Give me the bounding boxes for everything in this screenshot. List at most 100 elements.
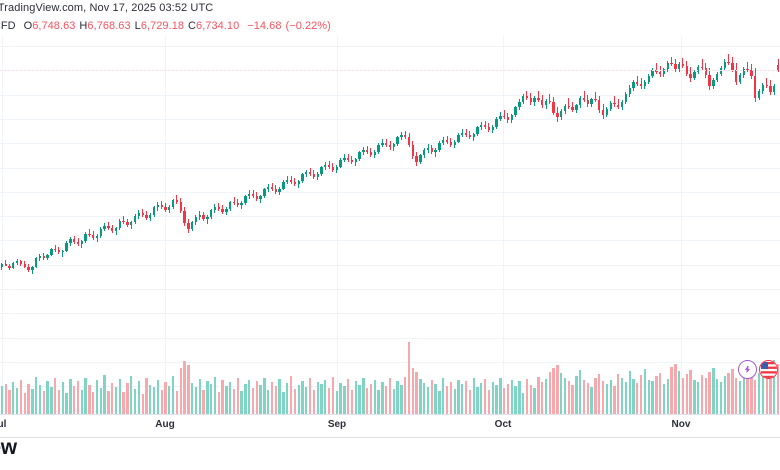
us-flag-icon[interactable]: [759, 360, 778, 379]
candle-body: [88, 233, 91, 236]
volume-bar: [746, 365, 749, 414]
volume-bar: [381, 381, 384, 414]
candle-body: [731, 62, 734, 70]
candle-body: [533, 98, 536, 103]
volume-bar: [202, 389, 205, 414]
legend-low-value: 6,729.18: [140, 20, 185, 32]
candle-body: [324, 164, 327, 167]
candle-wick: [583, 91, 585, 102]
candle-body: [419, 155, 422, 162]
volume-bar: [312, 390, 316, 414]
candle-wick: [142, 209, 144, 218]
volume-bar: [712, 367, 715, 414]
candle-body: [738, 74, 742, 82]
candle-body: [145, 215, 148, 219]
candle-body: [114, 228, 118, 232]
volume-bar: [282, 391, 285, 414]
candle-body: [225, 208, 228, 212]
candle-body: [776, 65, 780, 71]
volume-bar: [582, 380, 586, 414]
volume-bar: [240, 390, 243, 414]
volume-bar: [99, 388, 102, 414]
volume-bar: [305, 386, 308, 414]
volume-bar: [19, 379, 23, 414]
volume-bar: [560, 372, 563, 414]
candle-body: [613, 103, 616, 105]
candle-body: [461, 132, 464, 135]
volume-bar: [521, 392, 525, 414]
candle-body: [590, 99, 593, 104]
gridline-horizontal: [0, 264, 780, 266]
volume-bar: [449, 382, 453, 414]
volume-bar: [442, 378, 445, 414]
candle-body: [350, 159, 354, 163]
volume-bar: [636, 382, 639, 414]
candle-body: [426, 148, 430, 151]
candle-body: [499, 115, 502, 119]
volume-bar: [632, 378, 635, 414]
volume-bar: [42, 391, 45, 414]
volume-bar: [461, 384, 464, 414]
candle-wick: [655, 62, 657, 74]
volume-bar: [598, 374, 601, 414]
candle-wick: [777, 58, 779, 72]
candle-body: [12, 263, 15, 269]
candle-body: [286, 179, 289, 182]
volume-bar: [407, 342, 411, 414]
realtime-bolt-icon[interactable]: [738, 360, 757, 379]
candle-body: [289, 179, 293, 182]
volume-bar: [708, 371, 711, 414]
volume-bar: [757, 372, 761, 414]
volume-bar: [301, 381, 304, 414]
volume-bar: [137, 381, 141, 414]
volume-bar: [541, 382, 544, 414]
candle-body: [369, 152, 373, 155]
volume-bar: [248, 379, 251, 414]
candle-wick: [766, 77, 768, 88]
current-price-line: [0, 70, 780, 72]
tradingview-logo: gView: [0, 436, 17, 459]
candle-body: [152, 207, 156, 215]
volume-bar: [662, 383, 666, 414]
candle-body: [563, 105, 567, 112]
volume-bar: [579, 369, 582, 414]
x-axis-tick-label: ul: [0, 419, 7, 430]
candle-body: [122, 220, 125, 223]
candle-body: [8, 266, 11, 269]
candle-body: [274, 189, 278, 192]
candle-body: [259, 196, 262, 200]
candle-body: [202, 215, 205, 220]
chart-plot-area[interactable]: [0, 36, 780, 414]
volume-bar: [365, 388, 369, 414]
x-axis[interactable]: ul Aug Sep Oct Nov: [0, 414, 780, 438]
candle-body: [297, 181, 300, 185]
candle-wick: [54, 244, 56, 252]
candle-body: [628, 87, 631, 95]
volume-bar: [468, 390, 472, 414]
volume-bar: [385, 386, 388, 414]
volume-bar: [122, 391, 125, 414]
candle-body: [666, 62, 669, 69]
candle-body: [53, 248, 57, 250]
candle-body: [773, 86, 776, 93]
candle-body: [38, 255, 42, 259]
volume-bar: [689, 369, 692, 414]
candle-body: [156, 205, 160, 208]
candle-body: [194, 217, 198, 223]
volume-bar: [571, 384, 574, 414]
volume-bar: [15, 387, 19, 414]
candle-body: [750, 69, 753, 77]
candle-body: [765, 85, 768, 87]
candle-wick: [682, 58, 684, 68]
volume-bar: [693, 380, 696, 414]
candle-wick: [290, 175, 292, 184]
candle-body: [381, 142, 384, 145]
candle-body: [704, 67, 707, 75]
volume-bar: [217, 392, 220, 414]
volume-bar: [369, 383, 373, 414]
candle-wick: [572, 101, 574, 112]
candle-wick: [636, 75, 638, 86]
volume-bar: [556, 364, 559, 414]
volume-bar: [776, 364, 780, 414]
candle-body: [453, 141, 456, 145]
